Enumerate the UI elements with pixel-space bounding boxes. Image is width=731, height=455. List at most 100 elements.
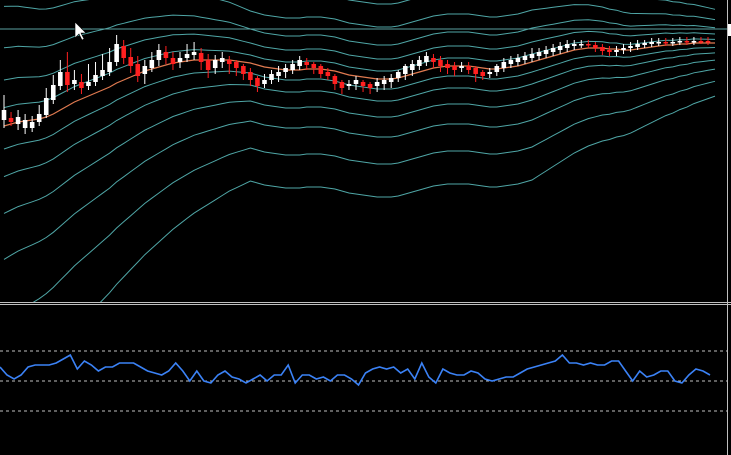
candle-body xyxy=(431,58,436,62)
candle-body xyxy=(100,70,105,76)
candle-body xyxy=(43,98,49,115)
candle-body xyxy=(452,66,457,70)
candle-92 xyxy=(649,38,654,47)
candle-74 xyxy=(522,52,528,64)
candle-body xyxy=(684,41,690,43)
candle-11 xyxy=(79,74,84,94)
candle-80 xyxy=(564,40,570,52)
envelope-band-9 xyxy=(3,68,716,260)
candle-body xyxy=(276,72,281,76)
candle-body xyxy=(677,41,683,43)
candle-body xyxy=(417,60,422,66)
candle-body xyxy=(543,50,549,54)
envelope-band-2 xyxy=(3,14,716,49)
candle-79 xyxy=(557,42,563,54)
price-chart[interactable] xyxy=(0,0,731,303)
candle-body xyxy=(86,82,91,86)
candle-body xyxy=(536,52,542,56)
candle-24 xyxy=(170,52,176,70)
candle-body xyxy=(93,75,98,82)
candle-body xyxy=(290,64,295,70)
candle-97 xyxy=(684,37,690,45)
candle-body xyxy=(402,66,408,74)
candle-100 xyxy=(705,37,711,45)
candle-67 xyxy=(473,66,478,82)
candle-64 xyxy=(452,62,457,76)
candle-57 xyxy=(402,64,408,80)
candle-3 xyxy=(22,114,28,134)
candle-21 xyxy=(149,52,155,72)
candle-94 xyxy=(663,38,669,46)
envelope-band-4 xyxy=(347,0,716,10)
candle-body xyxy=(177,58,183,62)
candle-70 xyxy=(494,64,500,76)
candle-body xyxy=(529,54,535,58)
candle-body xyxy=(234,62,239,68)
candle-body xyxy=(642,43,647,45)
oscillator-chart[interactable] xyxy=(0,305,731,455)
candle-body xyxy=(346,84,352,86)
candle-body xyxy=(614,50,619,52)
price-pane[interactable] xyxy=(0,0,731,303)
price-scale-border xyxy=(727,0,728,455)
candle-body xyxy=(149,60,155,68)
candle-body xyxy=(663,42,669,44)
oscillator-pane[interactable] xyxy=(0,305,731,455)
candle-body xyxy=(508,60,514,64)
candle-5 xyxy=(36,105,42,126)
candle-75 xyxy=(529,48,535,62)
candle-body xyxy=(135,64,141,76)
candle-body xyxy=(58,72,63,86)
candle-42 xyxy=(297,56,302,70)
candle-body xyxy=(22,120,28,128)
candle-body xyxy=(480,72,486,76)
candle-body xyxy=(656,42,662,44)
candle-body xyxy=(438,60,443,66)
candle-body xyxy=(248,72,253,80)
candle-95 xyxy=(670,38,676,46)
candle-body xyxy=(191,52,197,55)
candle-52 xyxy=(367,82,373,94)
candle-body xyxy=(395,72,401,78)
candle-body xyxy=(487,72,493,74)
candle-body xyxy=(635,44,640,47)
candle-body xyxy=(360,82,366,86)
candle-37 xyxy=(262,74,267,88)
candle-body xyxy=(72,80,77,84)
candle-39 xyxy=(276,66,281,82)
candle-34 xyxy=(241,64,246,80)
candle-33 xyxy=(234,60,239,76)
candle-27 xyxy=(191,42,197,60)
candle-99 xyxy=(698,37,704,44)
candle-body xyxy=(121,46,126,58)
candle-body xyxy=(374,82,380,86)
candle-29 xyxy=(205,54,211,78)
candle-6 xyxy=(43,88,49,118)
candle-73 xyxy=(515,54,521,66)
candle-66 xyxy=(466,62,471,74)
candle-14 xyxy=(100,54,105,80)
candle-45 xyxy=(318,64,324,78)
candle-body xyxy=(184,54,190,58)
candle-body xyxy=(156,50,162,60)
candle-53 xyxy=(374,78,380,92)
pane-separator[interactable] xyxy=(0,302,731,305)
candle-76 xyxy=(536,48,542,60)
candle-25 xyxy=(177,52,183,68)
candle-body xyxy=(621,48,626,50)
candle-54 xyxy=(381,76,387,90)
candle-7 xyxy=(50,75,56,104)
candle-body xyxy=(473,68,478,74)
candle-body xyxy=(198,53,204,62)
candle-body xyxy=(79,82,84,88)
candle-78 xyxy=(550,44,556,56)
candle-31 xyxy=(219,52,225,68)
candle-body xyxy=(36,114,42,122)
candle-body xyxy=(410,64,415,70)
candle-body xyxy=(578,44,584,46)
candle-body xyxy=(388,78,394,82)
oscillator-line xyxy=(0,353,711,387)
envelope-band-6 xyxy=(3,47,716,150)
envelope-band-7 xyxy=(3,52,716,178)
candle-58 xyxy=(410,60,415,76)
